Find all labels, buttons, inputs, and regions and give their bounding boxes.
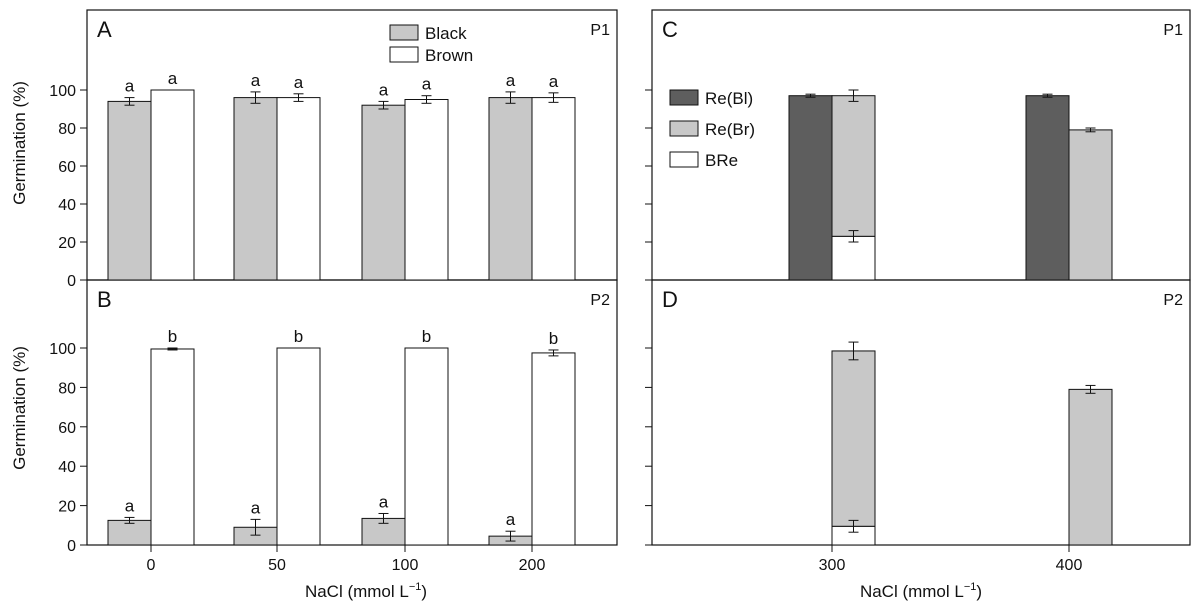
- bar-brown-100: [405, 348, 448, 545]
- bar-black-0: [108, 520, 151, 545]
- x-axis-label-left-sup: −1: [409, 581, 422, 593]
- letter-black-50: a: [251, 71, 261, 90]
- letter-black-200: a: [506, 71, 516, 90]
- bar-black-0: [108, 101, 151, 280]
- panel-tag: P1: [590, 22, 610, 39]
- bar-brown-200: [532, 98, 575, 280]
- letter-black-50: a: [251, 498, 261, 517]
- panel-tag: P2: [590, 292, 610, 309]
- x-tick-label: 50: [268, 557, 286, 574]
- bar-re-br-400: [1069, 130, 1112, 280]
- bar-re-br-300: [832, 96, 875, 237]
- bar-brown-0: [151, 349, 194, 545]
- panel-c: C P1 Re(Bl) Re(Br) BRe: [645, 17, 1183, 280]
- y-tick-label: 80: [58, 380, 76, 397]
- y-axis-label-top: Germination (%): [10, 81, 29, 205]
- bar-black-200: [489, 98, 532, 280]
- y-tick-label: 100: [49, 83, 76, 100]
- letter-brown-0: a: [168, 69, 178, 88]
- legend-label-brown: Brown: [425, 46, 473, 65]
- panel-letter: D: [662, 287, 678, 312]
- letter-black-100: a: [379, 492, 389, 511]
- x-axis-label-right-main: NaCl (mmol L: [860, 582, 964, 601]
- y-tick-label: 80: [58, 121, 76, 138]
- letter-brown-0: b: [168, 327, 177, 346]
- x-axis-label-left: NaCl (mmol L−1): [305, 581, 427, 601]
- letter-black-0: a: [125, 77, 135, 96]
- x-axis-label-left-end: ): [421, 582, 427, 601]
- x-axis-label-right: NaCl (mmol L−1): [860, 581, 982, 601]
- legend-swatch-black: [390, 25, 418, 40]
- panel-letter: C: [662, 17, 678, 42]
- y-tick-label: 60: [58, 159, 76, 176]
- x-axis-label-right-end: ): [976, 582, 982, 601]
- y-tick-label: 0: [67, 538, 76, 555]
- legend-swatch-re-bl-: [670, 90, 698, 105]
- legend-swatch-re-br-: [670, 121, 698, 136]
- legend-label-re-br-: Re(Br): [705, 120, 755, 139]
- y-tick-label: 20: [58, 235, 76, 252]
- letter-brown-100: a: [422, 75, 432, 94]
- x-axis-label-right-sup: −1: [964, 581, 977, 593]
- y-tick-label: 0: [67, 273, 76, 290]
- panel-a: A P1 0 20 40 60 80 100 a a a a a a a a Black Brown: [49, 17, 610, 290]
- y-tick-label: 60: [58, 420, 76, 437]
- letter-brown-200: a: [549, 72, 559, 91]
- legend-label-re-bl-: Re(Bl): [705, 89, 753, 108]
- y-tick-label: 40: [58, 459, 76, 476]
- bar-black-100: [362, 105, 405, 280]
- x-tick-label: 400: [1056, 557, 1083, 574]
- bar-brown-100: [405, 100, 448, 281]
- letter-brown-50: b: [294, 327, 303, 346]
- letter-black-0: a: [125, 496, 135, 515]
- letter-brown-50: a: [294, 73, 304, 92]
- letter-black-200: a: [506, 510, 516, 529]
- letter-black-100: a: [379, 80, 389, 99]
- bar-black-50: [234, 98, 277, 280]
- y-tick-label: 40: [58, 197, 76, 214]
- bar-brown-50: [277, 348, 320, 545]
- x-tick-label: 0: [147, 557, 156, 574]
- legend-label-bre: BRe: [705, 151, 738, 170]
- bar-re-bl-300: [789, 96, 832, 280]
- legend-label-black: Black: [425, 24, 467, 43]
- bar-re-br-300: [832, 351, 875, 526]
- bar-brown-50: [277, 98, 320, 280]
- bar-re-br-400: [1069, 389, 1112, 545]
- panel-b: B P2 0 20 40 60 80 100 0 50 100 200 a b a b a b a b: [49, 287, 610, 574]
- panel-letter: A: [97, 17, 112, 42]
- x-tick-label: 200: [519, 557, 546, 574]
- panel-d: D P2 300 400: [645, 287, 1183, 574]
- legend-swatch-bre: [670, 152, 698, 167]
- bar-brown-200: [532, 353, 575, 545]
- chart-marks: A P1 0 20 40 60 80 100 a a a a a a a a Black Brown B P2 0 20 4…: [49, 17, 1183, 574]
- x-axis-label-left-main: NaCl (mmol L: [305, 582, 409, 601]
- letter-brown-200: b: [549, 329, 558, 348]
- letter-brown-100: b: [422, 327, 431, 346]
- bar-bre-300: [832, 236, 875, 280]
- y-tick-label: 100: [49, 341, 76, 358]
- x-tick-label: 300: [819, 557, 846, 574]
- x-tick-label: 100: [392, 557, 419, 574]
- bar-re-bl-400: [1026, 96, 1069, 280]
- y-tick-label: 20: [58, 499, 76, 516]
- panel-letter: B: [97, 287, 112, 312]
- panel-tag: P2: [1163, 292, 1183, 309]
- legend-swatch-brown: [390, 47, 418, 62]
- y-axis-label-bottom: Germination (%): [10, 346, 29, 470]
- bar-brown-0: [151, 90, 194, 280]
- panel-tag: P1: [1163, 22, 1183, 39]
